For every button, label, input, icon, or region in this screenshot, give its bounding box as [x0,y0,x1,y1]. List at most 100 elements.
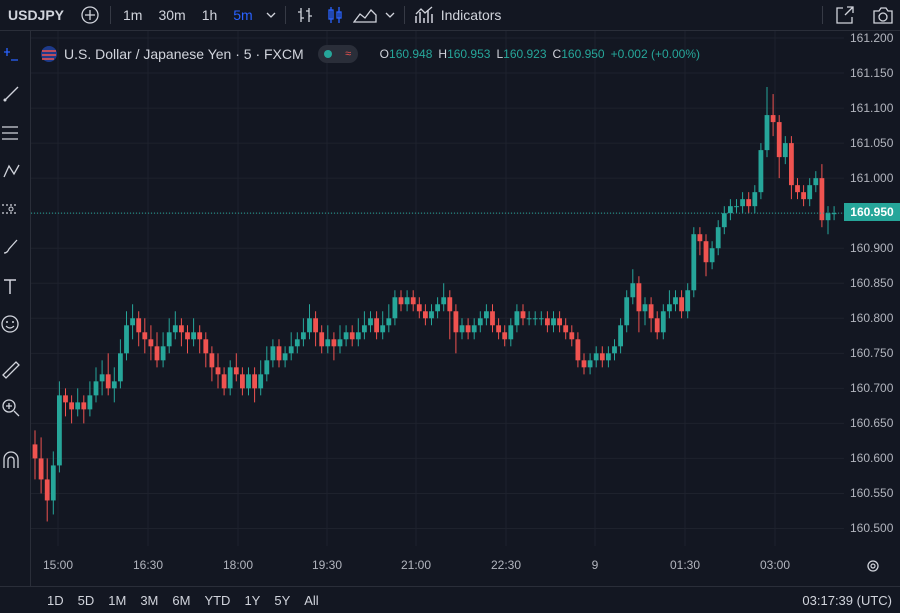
indicators-button[interactable]: Indicators [409,0,508,30]
candle [355,318,361,347]
candle [801,185,806,207]
interval-5m[interactable]: 5m [233,7,253,23]
forecast-tool[interactable] [0,198,22,220]
candle [87,381,93,417]
candle-body [721,213,727,228]
time-scale[interactable]: 15:00 16:30 18:00 19:30 21:00 22:30 9 01:30 03:0… [31,555,844,577]
candle [294,332,300,354]
chart-type-dropdown[interactable] [380,0,400,30]
range-ytd[interactable]: YTD [204,592,231,608]
screenshot-button[interactable] [870,0,896,30]
range-1d[interactable]: 1D [47,592,64,608]
candle [398,290,404,312]
candle [124,311,129,361]
candle [166,318,172,354]
magnet-tool[interactable] [0,449,22,471]
market-status-pill[interactable]: ≈ [317,45,358,63]
candle [416,297,422,319]
scale-settings-button[interactable] [865,558,881,579]
candle-body [496,325,501,333]
candle [172,311,178,340]
candle [734,199,739,214]
candle [313,311,318,347]
time-tick-label: 22:30 [490,558,522,572]
candle-body [160,346,166,361]
zoom-tool[interactable] [0,397,22,419]
price-chart[interactable] [31,31,844,546]
candle-body [801,192,806,200]
range-5d[interactable]: 5D [77,592,95,608]
candle-body [111,381,117,389]
area-type-button[interactable] [350,0,380,30]
candle-body [416,304,422,312]
candle-body [630,283,636,298]
candle [746,192,752,214]
candle-body [642,304,648,312]
range-1y[interactable]: 1Y [244,592,261,608]
interval-30m[interactable]: 30m [158,7,186,23]
candle-body [215,367,221,375]
candle-body [667,304,672,312]
candle-body [435,304,440,312]
candle-body [203,339,209,354]
candle-body [233,367,239,375]
candle [758,143,764,200]
candle [691,227,697,298]
candle-body [441,297,447,305]
candle [307,304,312,340]
pattern-icon [3,164,20,178]
price-scale[interactable]: 161.200 161.150 161.100 161.050 161.000 160.9… [844,31,900,546]
candle-body [154,346,160,361]
fullscreen-button[interactable] [832,0,858,30]
candle-body [392,297,398,319]
candle [63,388,68,417]
candle [496,318,501,340]
candle [667,290,672,319]
candle [795,178,800,200]
symbol-name[interactable]: USDJPY [8,7,65,23]
candle [465,318,471,340]
forecast-icon [2,204,18,214]
candle-body [685,290,691,312]
symbol-title[interactable]: U.S. Dollar / Japanese Yen · 5 · FXCM [64,46,304,62]
price-tick-label: 160.750 [850,346,894,361]
text-tool[interactable] [0,275,22,297]
interval-1m[interactable]: 1m [123,7,143,23]
candle-body [172,325,178,333]
intervals-dropdown[interactable] [261,0,281,30]
bar-type-button[interactable] [290,0,320,30]
candle-body [185,332,190,340]
candle-body [337,339,343,347]
candle [154,332,160,368]
candle [258,360,264,396]
compare-add-button[interactable] [74,0,106,30]
measure-tool[interactable] [0,359,22,381]
emoji-tool[interactable] [0,313,22,335]
trendline-tool[interactable] [0,83,22,105]
open-value: 160.948 [389,47,433,61]
interval-1h[interactable]: 1h [201,7,218,23]
candles-type-button[interactable] [320,0,350,30]
candle-body [673,297,678,305]
range-6m[interactable]: 6M [172,592,191,608]
range-1m[interactable]: 1M [108,592,127,608]
utc-clock[interactable]: 03:17:39 (UTC) [802,592,892,608]
candle-body [404,297,410,305]
candle [319,325,325,354]
candle-body [477,318,483,326]
range-all[interactable]: All [304,592,319,608]
plus-circle-icon [81,6,99,24]
zoom-in-icon [2,399,20,417]
candle-body [63,395,68,403]
candle-body [593,353,599,361]
crosshair-tool[interactable] [0,43,22,65]
brush-tool[interactable] [0,236,22,258]
candle-body [648,304,654,319]
range-5y[interactable]: 5Y [274,592,291,608]
price-tick-label: 160.850 [850,276,894,291]
candle-body [136,318,142,333]
range-3m[interactable]: 3M [140,592,159,608]
pattern-tool[interactable] [0,160,22,182]
candle [825,206,831,235]
fib-tool[interactable] [0,122,22,144]
